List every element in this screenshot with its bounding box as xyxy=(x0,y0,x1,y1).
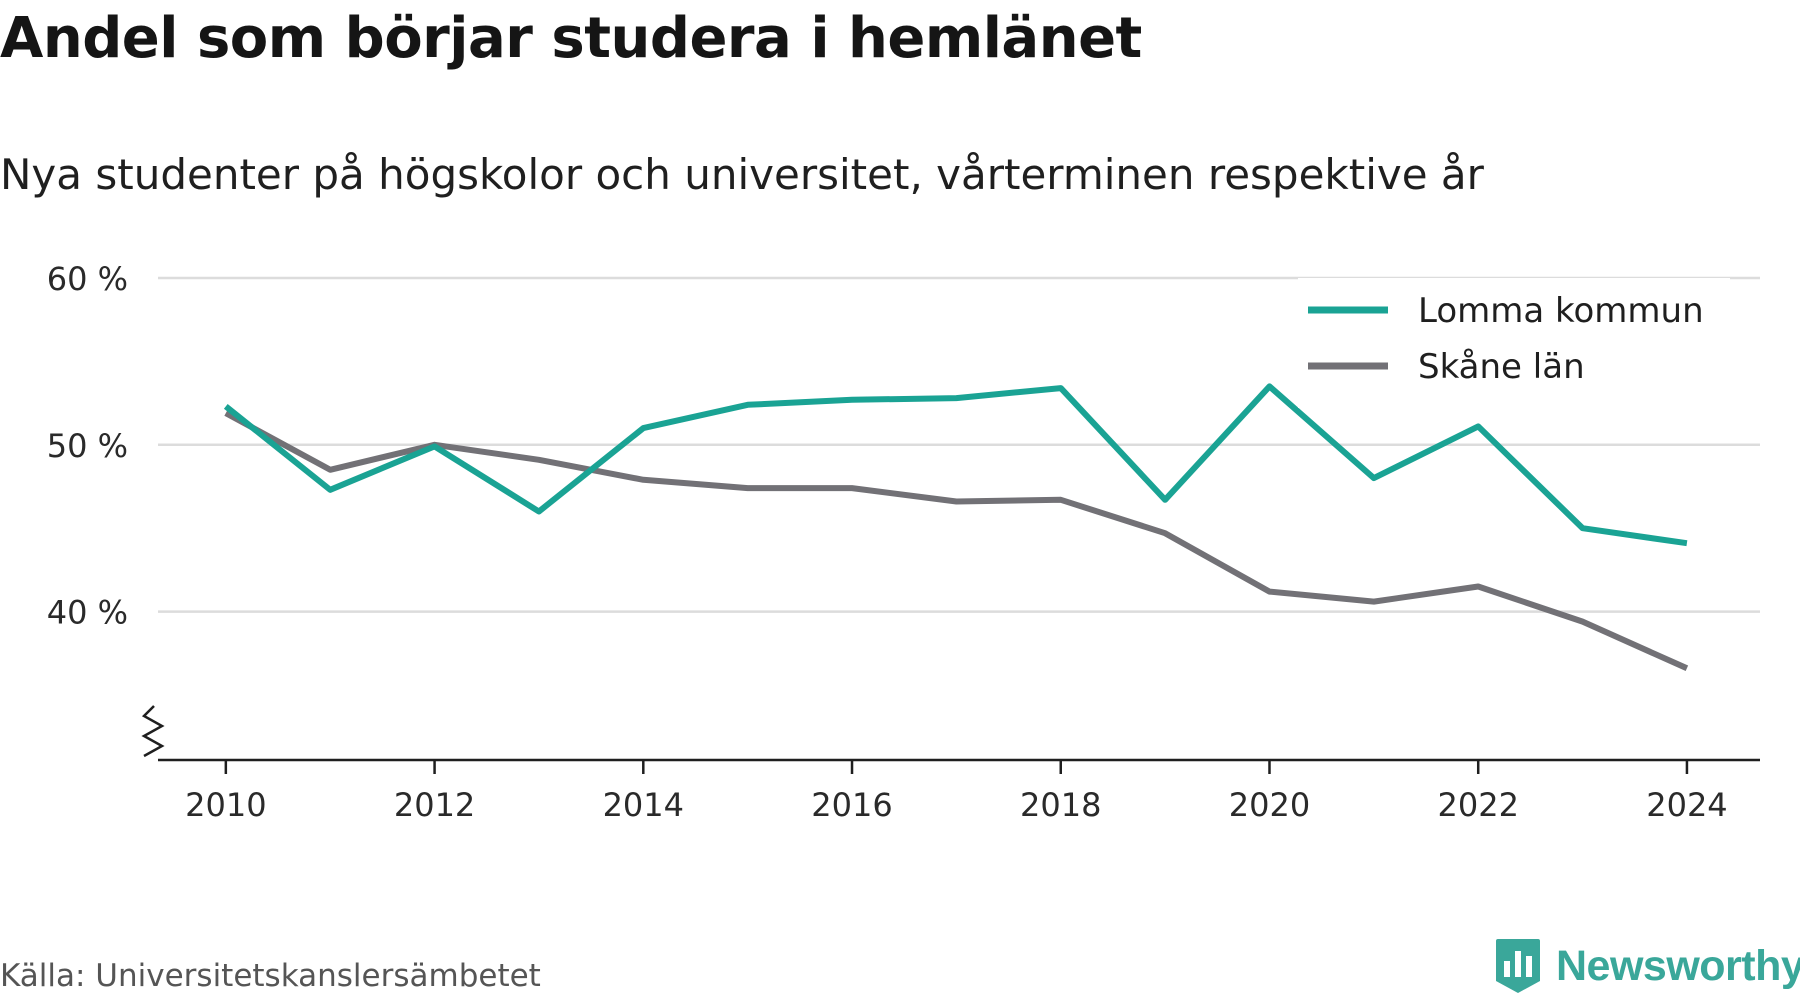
x-tick-label-2018: 2018 xyxy=(1020,786,1101,824)
x-tick-label-2012: 2012 xyxy=(394,786,475,824)
y-axis-break xyxy=(141,705,165,758)
y-axis-tick-labels: 40 % 50 % 60 % xyxy=(47,260,128,632)
series-line-skane-lan xyxy=(224,410,1689,672)
newsworthy-logo-icon xyxy=(1496,939,1540,993)
x-tick-label-2024: 2024 xyxy=(1646,786,1727,824)
x-axis: 2010 2012 2014 2016 2018 2020 2022 2024 xyxy=(158,758,1760,824)
x-tick-label-2022: 2022 xyxy=(1437,786,1518,824)
y-tick-label-60: 60 % xyxy=(47,260,128,298)
brand-logo: Newsworthy xyxy=(1494,937,1800,995)
chart-subtitle: Nya studenter på högskolor och universit… xyxy=(0,150,1484,199)
x-tick-label-2014: 2014 xyxy=(603,786,684,824)
legend-label-2: Skåne län xyxy=(1418,347,1585,387)
y-axis-break-icon xyxy=(141,705,165,758)
legend: Lomma kommun Skåne län xyxy=(1298,278,1730,408)
series-lines xyxy=(223,383,1689,672)
x-tick-label-2010: 2010 xyxy=(185,786,266,824)
series-line-lomma-kommun xyxy=(223,383,1688,547)
brand-name: Newsworthy xyxy=(1556,941,1800,990)
x-tick-label-2016: 2016 xyxy=(811,786,892,824)
legend-label-1: Lomma kommun xyxy=(1418,291,1704,331)
chart-title: Andel som börjar studera i hemlänet xyxy=(0,6,1142,71)
source-note: Källa: Universitetskanslersämbetet xyxy=(0,958,541,994)
x-tick-label-2020: 2020 xyxy=(1229,786,1310,824)
y-tick-label-40: 40 % xyxy=(47,594,128,632)
y-tick-label-50: 50 % xyxy=(47,427,128,465)
legend-background xyxy=(1298,278,1730,408)
